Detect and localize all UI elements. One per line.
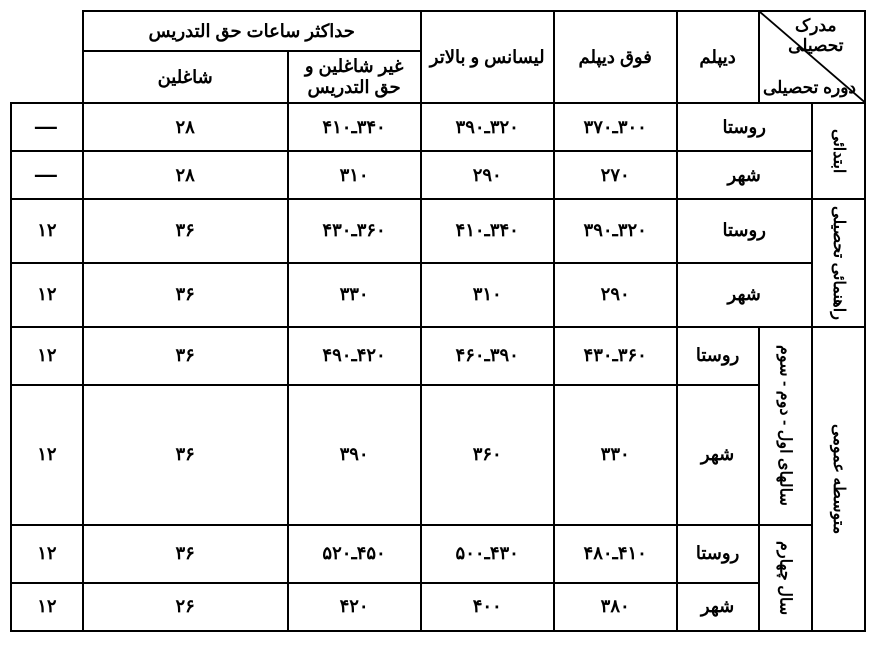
r6-nonemployed: ۳۶ (83, 385, 288, 525)
r3-bachelor: ۳۶۰ـ۴۳۰ (288, 199, 421, 263)
level-primary: ابتدائی (812, 103, 865, 199)
r3-loc: روستا (677, 199, 812, 263)
r5-loc: روستا (677, 327, 759, 385)
r8-diploma: ۳۸۰ (554, 583, 677, 631)
r8-nonemployed: ۲۶ (83, 583, 288, 631)
header-non-employed: غیر شاغلین و حق التدریس (288, 51, 421, 103)
r1-loc: روستا (677, 103, 812, 151)
r6-bachelor: ۳۹۰ (288, 385, 421, 525)
r5-diploma: ۳۶۰ـ۴۳۰ (554, 327, 677, 385)
r1-postdiploma: ۳۲۰ـ۳۹۰ (421, 103, 554, 151)
r7-diploma: ۴۱۰ـ۴۸۰ (554, 525, 677, 583)
r8-employed: ۱۲ (11, 583, 83, 631)
r1-employed: — (11, 103, 83, 151)
level-guidance: راهنمائی تحصیلی (812, 199, 865, 327)
header-bachelor: لیسانس و بالاتر (421, 11, 554, 103)
header-diploma: دیپلم (677, 11, 759, 103)
r1-nonemployed: ۲۸ (83, 103, 288, 151)
r4-diploma: ۲۹۰ (554, 263, 677, 327)
r8-postdiploma: ۴۰۰ (421, 583, 554, 631)
r4-bachelor: ۳۳۰ (288, 263, 421, 327)
r5-employed: ۱۲ (11, 327, 83, 385)
r7-loc: روستا (677, 525, 759, 583)
r2-loc: شهر (677, 151, 812, 199)
r3-postdiploma: ۳۴۰ـ۴۱۰ (421, 199, 554, 263)
r8-loc: شهر (677, 583, 759, 631)
r1-diploma: ۳۰۰ـ۳۷۰ (554, 103, 677, 151)
r2-postdiploma: ۲۹۰ (421, 151, 554, 199)
r4-employed: ۱۲ (11, 263, 83, 327)
r2-employed: — (11, 151, 83, 199)
header-employed: شاغلین (83, 51, 288, 103)
r7-nonemployed: ۳۶ (83, 525, 288, 583)
r2-bachelor: ۳۱۰ (288, 151, 421, 199)
r4-loc: شهر (677, 263, 812, 327)
header-post-diploma: فوق دیپلم (554, 11, 677, 103)
r6-diploma: ۳۳۰ (554, 385, 677, 525)
teaching-hours-table: مدرک تحصیلی دوره تحصیلی دیپلم فوق دیپلم … (10, 10, 866, 632)
r5-bachelor: ۴۲۰ـ۴۹۰ (288, 327, 421, 385)
r3-employed: ۱۲ (11, 199, 83, 263)
r5-postdiploma: ۳۹۰ـ۴۶۰ (421, 327, 554, 385)
level-secondary-general: متوسطه عمومی (812, 327, 865, 631)
r2-nonemployed: ۲۸ (83, 151, 288, 199)
header-max-hours: حداکثر ساعات حق التدریس (83, 11, 421, 51)
r4-nonemployed: ۳۶ (83, 263, 288, 327)
r7-employed: ۱۲ (11, 525, 83, 583)
r6-loc: شهر (677, 385, 759, 525)
r5-nonemployed: ۳۶ (83, 327, 288, 385)
r1-bachelor: ۳۴۰ـ۴۱۰ (288, 103, 421, 151)
r3-diploma: ۳۲۰ـ۳۹۰ (554, 199, 677, 263)
header-diagonal: مدرک تحصیلی دوره تحصیلی (759, 11, 865, 103)
level-year-4: سال چهارم (759, 525, 812, 631)
r2-diploma: ۲۷۰ (554, 151, 677, 199)
r7-bachelor: ۴۵۰ـ۵۲۰ (288, 525, 421, 583)
r8-bachelor: ۴۲۰ (288, 583, 421, 631)
r3-nonemployed: ۳۶ (83, 199, 288, 263)
header-degree: مدرک تحصیلی (768, 16, 864, 56)
header-period: دوره تحصیلی (763, 78, 856, 98)
r7-postdiploma: ۴۳۰ـ۵۰۰ (421, 525, 554, 583)
r4-postdiploma: ۳۱۰ (421, 263, 554, 327)
level-years-123: سالهای اول - دوم - سوم (759, 327, 812, 525)
r6-employed: ۱۲ (11, 385, 83, 525)
r6-postdiploma: ۳۶۰ (421, 385, 554, 525)
